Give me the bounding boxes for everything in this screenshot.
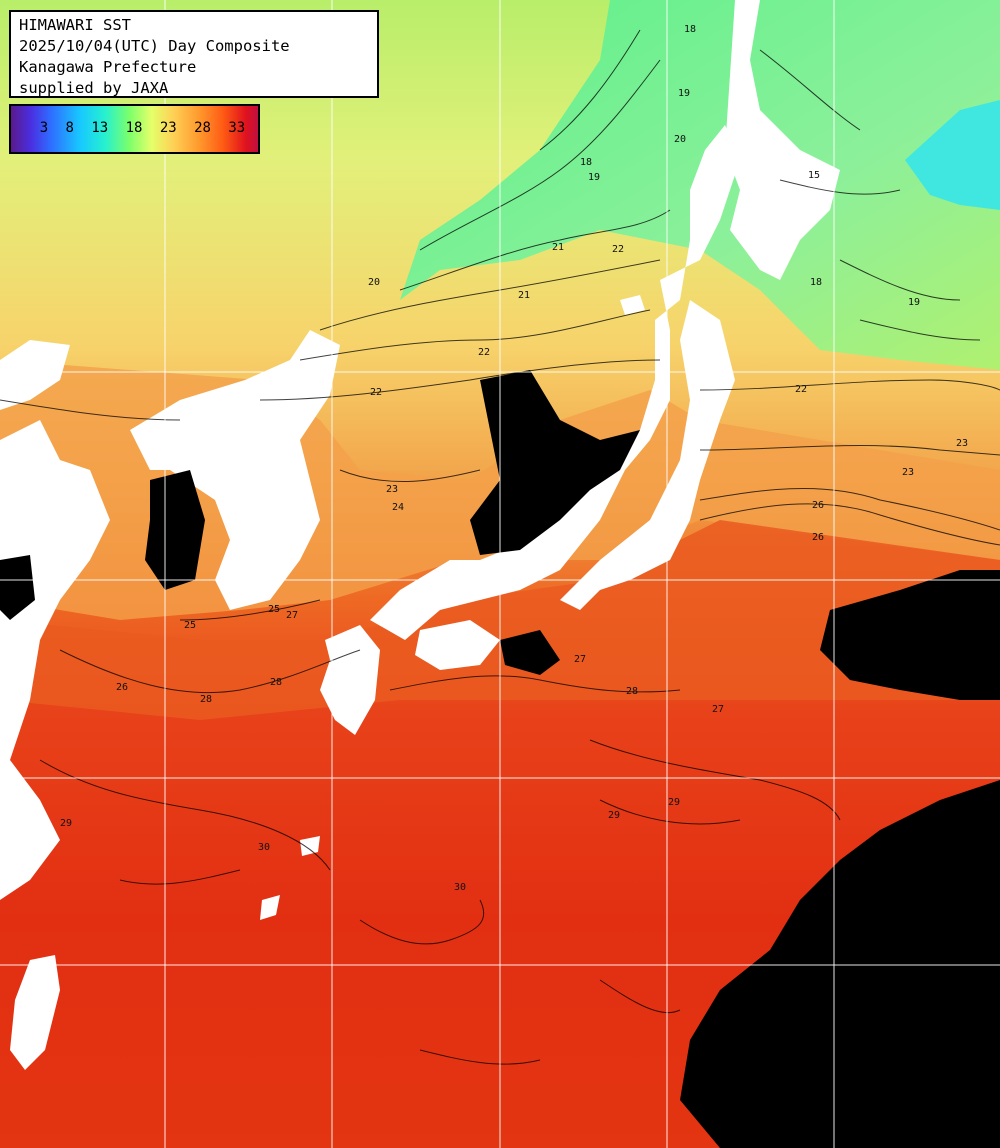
ryukyu-1 — [300, 836, 320, 856]
contour-label: 15 — [808, 170, 820, 181]
cloud-east — [820, 570, 1000, 700]
title-line-4: supplied by JAXA — [19, 79, 169, 97]
contour-label: 23 — [902, 467, 914, 478]
cloud-korea-west — [145, 470, 205, 590]
contour-label: 19 — [678, 88, 690, 99]
contour-label: 27 — [286, 610, 298, 621]
legend-tick: 3 — [39, 120, 49, 136]
ryukyu-2 — [260, 895, 280, 920]
legend-tick: 28 — [194, 120, 211, 136]
contour-label: 25 — [268, 604, 280, 615]
contour-label: 30 — [258, 842, 270, 853]
contour-label: 18 — [810, 277, 822, 288]
legend-tick: 33 — [228, 120, 246, 136]
contour-labels: 15 18 18 18 19 19 19 20 20 21 21 22 22 2… — [60, 24, 968, 893]
contour-label: 28 — [270, 677, 282, 688]
contour-label: 30 — [454, 882, 466, 893]
contour-label: 28 — [626, 686, 638, 697]
honshu — [370, 125, 740, 640]
contour-label: 23 — [386, 484, 398, 495]
title-line-2: 2025/10/04(UTC) Day Composite — [19, 37, 290, 55]
cold-water-patch — [905, 100, 1000, 210]
contour-label: 26 — [812, 500, 824, 511]
title-line-3: Kanagawa Prefecture — [19, 58, 197, 76]
contour-label: 29 — [668, 797, 680, 808]
isotherm-contours — [0, 29, 1000, 1065]
legend-ticks: 3 8 13 18 23 28 33 — [11, 120, 258, 136]
contour-label: 20 — [368, 277, 380, 288]
grid-label-40n: 40N — [22, 356, 40, 367]
tohoku — [560, 300, 735, 610]
contour-label: 19 — [908, 297, 920, 308]
title-line-1: HIMAWARI SST — [19, 16, 131, 34]
taiwan — [10, 955, 60, 1070]
contour-label: 26 — [812, 532, 824, 543]
shikoku — [415, 620, 500, 670]
cloud-mask — [0, 370, 1000, 1148]
cloud-china — [0, 555, 35, 620]
contour-label: 27 — [712, 704, 724, 715]
legend-tick: 13 — [91, 120, 109, 136]
title-box: HIMAWARI SST 2025/10/04(UTC) Day Composi… — [9, 10, 379, 98]
contour-label: 28 — [200, 694, 212, 705]
legend-tick: 8 — [65, 120, 74, 136]
legend-tick: 18 — [125, 120, 143, 136]
hokkaido — [725, 0, 840, 280]
cloud-southeast — [680, 780, 1000, 1148]
land-mask — [0, 0, 840, 1070]
contour-label: 26 — [116, 682, 128, 693]
contour-label: 19 — [588, 172, 600, 183]
contour-label: 22 — [478, 347, 490, 358]
shandong — [0, 340, 70, 410]
sado — [620, 295, 645, 315]
legend-tick: 23 — [159, 120, 177, 136]
contour-label: 22 — [612, 244, 624, 255]
contour-label: 22 — [370, 387, 382, 398]
korean-peninsula — [130, 330, 340, 610]
contour-label: 20 — [674, 134, 686, 145]
contour-label: 18 — [684, 24, 696, 35]
china-coast — [0, 420, 110, 900]
cloud-chubu — [470, 370, 640, 555]
kyushu — [320, 625, 380, 735]
contour-label: 21 — [518, 290, 530, 301]
contour-label: 29 — [608, 810, 620, 821]
contour-label: 29 — [60, 818, 72, 829]
contour-label: 18 — [580, 157, 592, 168]
contour-label: 22 — [795, 384, 807, 395]
contour-label: 24 — [392, 502, 404, 513]
contour-label: 27 — [574, 654, 586, 665]
contour-label: 25 — [184, 620, 196, 631]
cloud-kyushu-east — [500, 630, 560, 675]
contour-label: 21 — [552, 242, 564, 253]
contour-label: 23 — [956, 438, 968, 449]
color-legend: 3 8 13 18 23 28 33 — [9, 104, 260, 154]
